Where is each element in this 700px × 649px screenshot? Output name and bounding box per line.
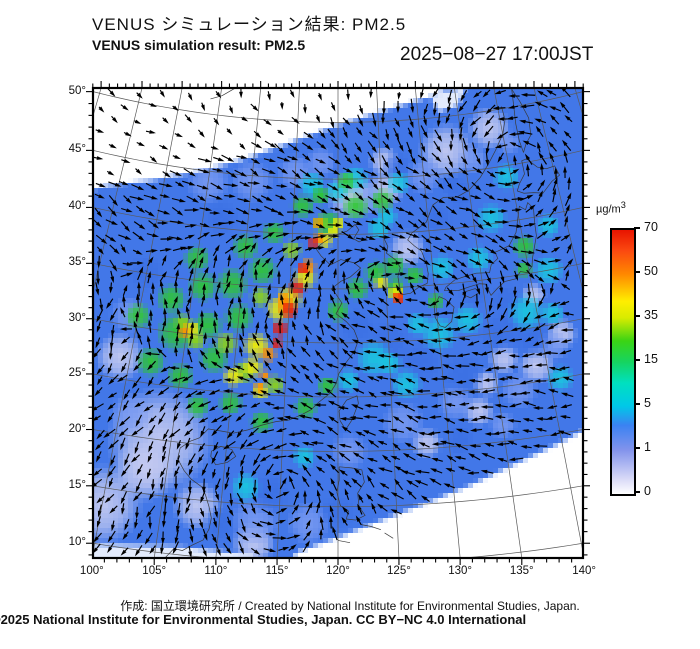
colorbar-tick	[634, 491, 640, 493]
colorbar-tick-label: 5	[644, 396, 651, 410]
colorbar-unit-label: µg/m3	[596, 200, 626, 216]
colorbar	[610, 228, 636, 496]
lat-axis-label: 30°	[68, 311, 86, 324]
colorbar-tick-label: 15	[644, 352, 658, 366]
timestamp: 2025−08−27 17:00JST	[400, 44, 594, 65]
lat-axis-label: 15°	[68, 478, 86, 491]
colorbar-tick	[634, 271, 640, 273]
lon-axis-label: 120°	[326, 565, 350, 577]
colorbar-tick-label: 1	[644, 440, 651, 454]
lon-axis-label: 115°	[265, 565, 289, 577]
title-english: VENUS simulation result: PM2.5	[92, 37, 306, 53]
lat-axis-label: 25°	[68, 366, 86, 379]
colorbar-tick	[634, 227, 640, 229]
lon-axis-label: 100°	[79, 565, 104, 577]
colorbar-tick	[634, 447, 640, 449]
lat-axis-label: 10°	[68, 536, 86, 549]
lat-axis-label: 35°	[68, 256, 86, 269]
title-japanese: VENUS シミュレーション結果: PM2.5	[92, 15, 407, 34]
lon-axis-label: 105°	[142, 565, 167, 577]
colorbar-tick-label: 0	[644, 484, 651, 498]
license-line: ©2025 National Institute for Environment…	[0, 612, 527, 627]
lat-axis-label: 40°	[68, 200, 86, 213]
lon-axis-label: 135°	[509, 565, 534, 577]
colorbar-tick-label: 70	[644, 220, 658, 234]
lon-axis-label: 130°	[448, 565, 473, 577]
credit-line: 作成: 国立環境研究所 / Created by National Instit…	[120, 599, 580, 613]
lat-axis-label: 50°	[68, 84, 86, 97]
colorbar-tick	[634, 359, 640, 361]
colorbar-tick-label: 35	[644, 308, 658, 322]
lon-axis-label: 140°	[572, 565, 597, 577]
colorbar-tick	[634, 315, 640, 317]
lat-axis-label: 20°	[68, 422, 86, 435]
colorbar-tick-label: 50	[644, 264, 658, 278]
colorbar-tick	[634, 403, 640, 405]
lon-axis-label: 125°	[387, 565, 411, 577]
lat-axis-label: 45°	[68, 143, 86, 156]
lon-axis-label: 110°	[204, 565, 228, 577]
